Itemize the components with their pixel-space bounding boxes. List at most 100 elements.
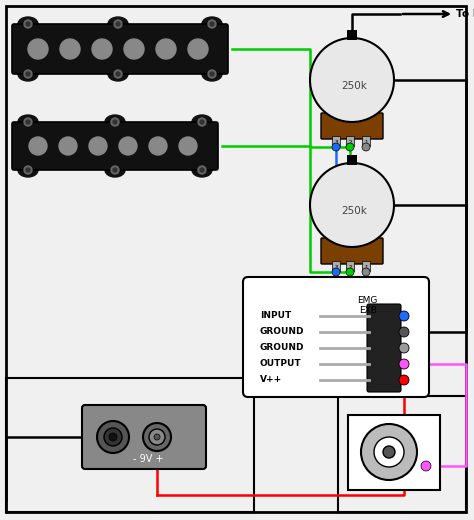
FancyBboxPatch shape <box>321 238 383 264</box>
Bar <box>362 136 370 146</box>
Circle shape <box>179 137 197 155</box>
Bar <box>348 415 440 490</box>
Circle shape <box>60 39 80 59</box>
Circle shape <box>28 39 48 59</box>
Circle shape <box>113 168 117 172</box>
Circle shape <box>109 433 117 441</box>
Bar <box>347 30 357 40</box>
Circle shape <box>97 421 129 453</box>
Circle shape <box>143 423 171 451</box>
Text: GROUND: GROUND <box>260 328 304 336</box>
Bar <box>338 396 466 512</box>
Bar <box>6 378 254 512</box>
Circle shape <box>111 166 119 174</box>
Circle shape <box>116 22 120 26</box>
Bar <box>347 155 357 165</box>
FancyBboxPatch shape <box>367 304 401 392</box>
Circle shape <box>310 38 394 122</box>
Circle shape <box>361 424 417 480</box>
Bar <box>362 261 370 271</box>
Circle shape <box>200 120 204 124</box>
Ellipse shape <box>108 17 128 31</box>
Text: 1: 1 <box>364 140 368 145</box>
Ellipse shape <box>202 17 222 31</box>
Text: 2: 2 <box>348 265 352 270</box>
Circle shape <box>399 327 409 337</box>
Circle shape <box>154 434 160 440</box>
Circle shape <box>399 375 409 385</box>
Circle shape <box>310 163 394 247</box>
Text: EMG
EXB: EMG EXB <box>357 296 378 316</box>
Circle shape <box>332 268 340 276</box>
Circle shape <box>346 268 354 276</box>
Circle shape <box>149 137 167 155</box>
FancyBboxPatch shape <box>321 113 383 139</box>
Circle shape <box>104 428 122 446</box>
Circle shape <box>113 120 117 124</box>
Circle shape <box>26 120 30 124</box>
FancyBboxPatch shape <box>82 405 206 469</box>
Text: 250k: 250k <box>341 81 367 91</box>
Circle shape <box>89 137 107 155</box>
Text: V++: V++ <box>260 375 282 384</box>
Circle shape <box>421 461 431 471</box>
Bar <box>332 261 340 271</box>
Circle shape <box>26 72 30 76</box>
Text: OUTPUT: OUTPUT <box>260 359 301 369</box>
Circle shape <box>198 166 206 174</box>
Bar <box>332 136 340 146</box>
Circle shape <box>24 118 32 126</box>
Circle shape <box>383 446 395 458</box>
Ellipse shape <box>105 163 125 177</box>
Circle shape <box>119 137 137 155</box>
Circle shape <box>124 39 144 59</box>
Ellipse shape <box>18 163 38 177</box>
Circle shape <box>59 137 77 155</box>
Text: - 9V +: - 9V + <box>133 454 163 464</box>
Circle shape <box>26 22 30 26</box>
FancyBboxPatch shape <box>12 24 228 74</box>
Circle shape <box>116 72 120 76</box>
Text: 250k: 250k <box>341 206 367 216</box>
Circle shape <box>114 20 122 28</box>
Ellipse shape <box>105 115 125 129</box>
Circle shape <box>399 343 409 353</box>
Circle shape <box>200 168 204 172</box>
Circle shape <box>208 20 216 28</box>
Circle shape <box>332 143 340 151</box>
FancyBboxPatch shape <box>12 122 218 170</box>
Text: GROUND: GROUND <box>260 344 304 353</box>
Circle shape <box>198 118 206 126</box>
Circle shape <box>346 143 354 151</box>
Circle shape <box>188 39 208 59</box>
FancyBboxPatch shape <box>243 277 429 397</box>
Text: 1: 1 <box>364 265 368 270</box>
Circle shape <box>208 70 216 78</box>
Circle shape <box>92 39 112 59</box>
Circle shape <box>24 166 32 174</box>
Bar <box>346 136 354 146</box>
Circle shape <box>114 70 122 78</box>
Circle shape <box>399 359 409 369</box>
Ellipse shape <box>18 67 38 81</box>
Circle shape <box>24 20 32 28</box>
Ellipse shape <box>192 115 212 129</box>
Circle shape <box>149 429 165 445</box>
Circle shape <box>156 39 176 59</box>
Text: To Bridge: To Bridge <box>456 9 474 19</box>
Text: INPUT: INPUT <box>260 311 291 320</box>
Circle shape <box>399 311 409 321</box>
Circle shape <box>210 22 214 26</box>
Ellipse shape <box>18 115 38 129</box>
Ellipse shape <box>18 17 38 31</box>
Text: 2: 2 <box>348 140 352 145</box>
Circle shape <box>29 137 47 155</box>
Circle shape <box>362 268 370 276</box>
Text: 3: 3 <box>334 265 338 270</box>
Circle shape <box>210 72 214 76</box>
Ellipse shape <box>192 163 212 177</box>
Circle shape <box>26 168 30 172</box>
Circle shape <box>362 143 370 151</box>
Bar <box>346 261 354 271</box>
Circle shape <box>24 70 32 78</box>
